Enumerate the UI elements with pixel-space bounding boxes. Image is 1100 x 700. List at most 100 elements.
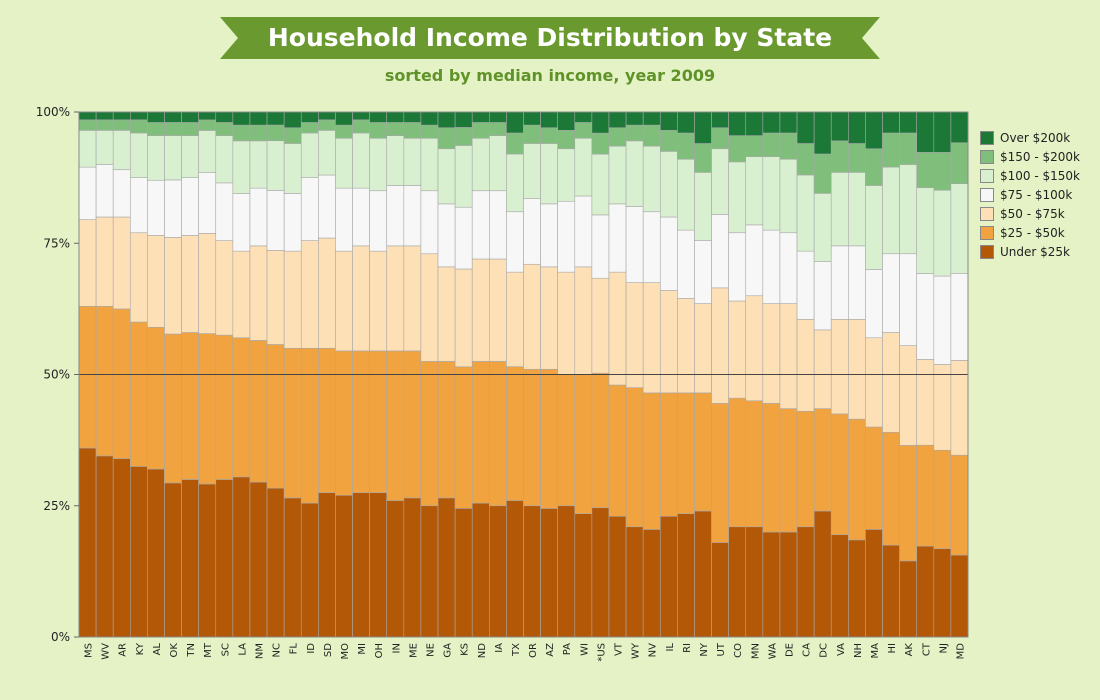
bar-segment-CT-3 xyxy=(916,273,935,360)
bar-segment-OK-0 xyxy=(164,482,182,638)
bar-segment-LA-0 xyxy=(232,476,251,638)
bar-segment-MS-6 xyxy=(78,111,97,121)
bar-segment-AR-1 xyxy=(112,308,131,459)
bar-segment-KY-3 xyxy=(129,177,148,234)
bar-segment-MD-1 xyxy=(950,454,969,556)
bar-segment-MN-3 xyxy=(745,224,764,297)
x-tick-label-NJ: NJ xyxy=(938,643,949,653)
bar-segment-OH-5 xyxy=(369,122,388,139)
bar-segment-OH-3 xyxy=(369,190,388,252)
x-tick-label-IA: IA xyxy=(494,643,505,653)
bar-segment-NE-6 xyxy=(420,111,439,126)
bar-segment-NM-4 xyxy=(249,140,268,189)
bar-segment-MI-6 xyxy=(352,111,370,121)
bar-segment-HI-0 xyxy=(882,544,900,638)
bar-segment-MA-6 xyxy=(865,111,883,150)
bar-segment-UT-1 xyxy=(711,403,729,543)
bar-segment-OK-2 xyxy=(164,237,182,335)
bar-segment-GA-5 xyxy=(437,127,456,150)
bar-segment-LA-5 xyxy=(232,124,251,142)
bar-segment-CT-2 xyxy=(916,359,935,446)
bar-segment-NE-2 xyxy=(420,253,439,362)
bar-segment-AR-4 xyxy=(112,130,131,171)
bar-segment-UT-2 xyxy=(711,287,729,404)
bar-segment-ME-6 xyxy=(403,111,422,123)
bar-segment-NV-4 xyxy=(642,145,661,213)
bar-segment-NH-6 xyxy=(848,111,866,144)
bar-segment-MI-2 xyxy=(352,245,370,352)
bar-segment-MO-6 xyxy=(335,111,353,126)
bar-segment-NV-6 xyxy=(642,111,661,126)
bar-segment-VA-2 xyxy=(830,319,849,415)
bar-segment-ND-0 xyxy=(471,502,490,638)
bar-segment-MA-0 xyxy=(865,529,883,638)
legend-item: $25 - $50k xyxy=(980,223,1098,242)
bar-segment-AZ-5 xyxy=(540,127,558,144)
bar-segment-TN-6 xyxy=(181,111,199,123)
bar-segment-AR-5 xyxy=(112,119,131,131)
bar-segment-FL-0 xyxy=(283,497,302,638)
bar-segment-PA-4 xyxy=(557,148,576,202)
bar-segment-HI-6 xyxy=(882,111,900,134)
bar-segment-KY-0 xyxy=(129,466,148,638)
legend-label: $25 - $50k xyxy=(1000,225,1065,240)
bar-segment-VA-0 xyxy=(830,534,849,638)
legend-swatch xyxy=(980,130,994,145)
bar-segment-IN-4 xyxy=(386,135,405,186)
legend-swatch xyxy=(980,206,994,221)
bar-segment-NE-1 xyxy=(420,361,439,507)
bar-segment-NY-2 xyxy=(694,303,712,394)
x-tick-label-ND: ND xyxy=(477,643,488,658)
x-tick-label-KY: KY xyxy=(135,642,146,655)
bar-segment-MN-0 xyxy=(745,526,764,638)
bar-segment-AL-0 xyxy=(147,468,165,638)
bar-segment-NC-6 xyxy=(266,111,285,126)
bar-segment-MD-0 xyxy=(950,554,969,638)
bar-segment-IN-2 xyxy=(386,245,405,352)
x-tick-label-VT: VT xyxy=(614,642,625,656)
bar-segment-CT-5 xyxy=(916,152,935,189)
bar-segment-UT-3 xyxy=(711,214,729,289)
bar-segment-WI-3 xyxy=(574,195,593,268)
bar-segment-UT-6 xyxy=(711,111,729,129)
bar-segment-TN-3 xyxy=(181,177,199,236)
x-tick-label-OH: OH xyxy=(374,643,385,658)
bar-segment-IN-0 xyxy=(386,500,405,638)
bar-segment-TX-4 xyxy=(506,153,524,213)
bar-segment-CT-4 xyxy=(916,187,935,274)
chart-title: Household Income Distribution by State xyxy=(267,23,833,52)
bar-segment-ME-5 xyxy=(403,122,422,139)
chart-subtitle: sorted by median income, year 2009 xyxy=(384,66,716,85)
bar-segment-LA-1 xyxy=(232,337,251,478)
bar-segment-WV-3 xyxy=(95,164,114,218)
bar-segment-LA-6 xyxy=(232,111,251,126)
bar-segment-SC-1 xyxy=(215,334,234,480)
bar-segment-NC-0 xyxy=(266,487,285,638)
bar-segment-NE-0 xyxy=(420,505,439,638)
bar-segment-AL-3 xyxy=(147,179,165,236)
bar-segment-US-6 xyxy=(591,111,610,134)
x-tick-label-DE: DE xyxy=(784,643,795,657)
bar-segment-NJ-0 xyxy=(933,548,952,638)
legend-swatch xyxy=(980,168,994,183)
bar-segment-IA-6 xyxy=(489,111,507,123)
bar-segment-VT-0 xyxy=(608,515,627,638)
x-tick-label-US: *US xyxy=(596,643,607,662)
x-tick-label-NC: NC xyxy=(272,643,283,657)
bar-segment-IA-1 xyxy=(489,361,507,507)
bar-segment-CA-2 xyxy=(796,319,815,412)
x-tick-label-TN: TN xyxy=(186,643,197,658)
bar-segment-AL-5 xyxy=(147,122,165,136)
bar-segment-NC-1 xyxy=(266,344,285,489)
y-tick-label: 50% xyxy=(43,368,70,382)
bar-segment-NJ-3 xyxy=(933,275,952,365)
bar-segment-MS-1 xyxy=(78,305,97,449)
bar-segment-NY-4 xyxy=(694,172,712,241)
bar-segment-MS-4 xyxy=(78,130,97,168)
bar-segment-US-5 xyxy=(591,132,610,155)
bar-segment-NV-2 xyxy=(642,282,661,394)
bar-segment-SD-5 xyxy=(318,119,336,131)
x-tick-label-WV: WV xyxy=(101,643,112,660)
bar-segment-WV-0 xyxy=(95,455,114,638)
x-tick-label-MN: MN xyxy=(750,643,761,659)
